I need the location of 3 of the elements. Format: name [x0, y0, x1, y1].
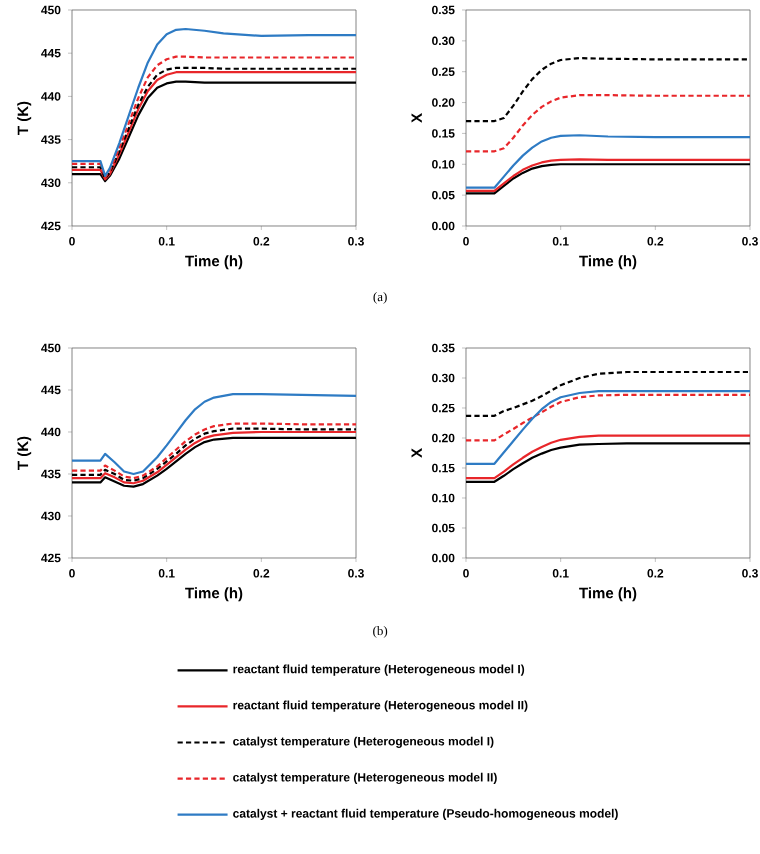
line-series	[464, 94, 752, 153]
line-series	[464, 57, 752, 123]
line-series	[464, 134, 752, 189]
